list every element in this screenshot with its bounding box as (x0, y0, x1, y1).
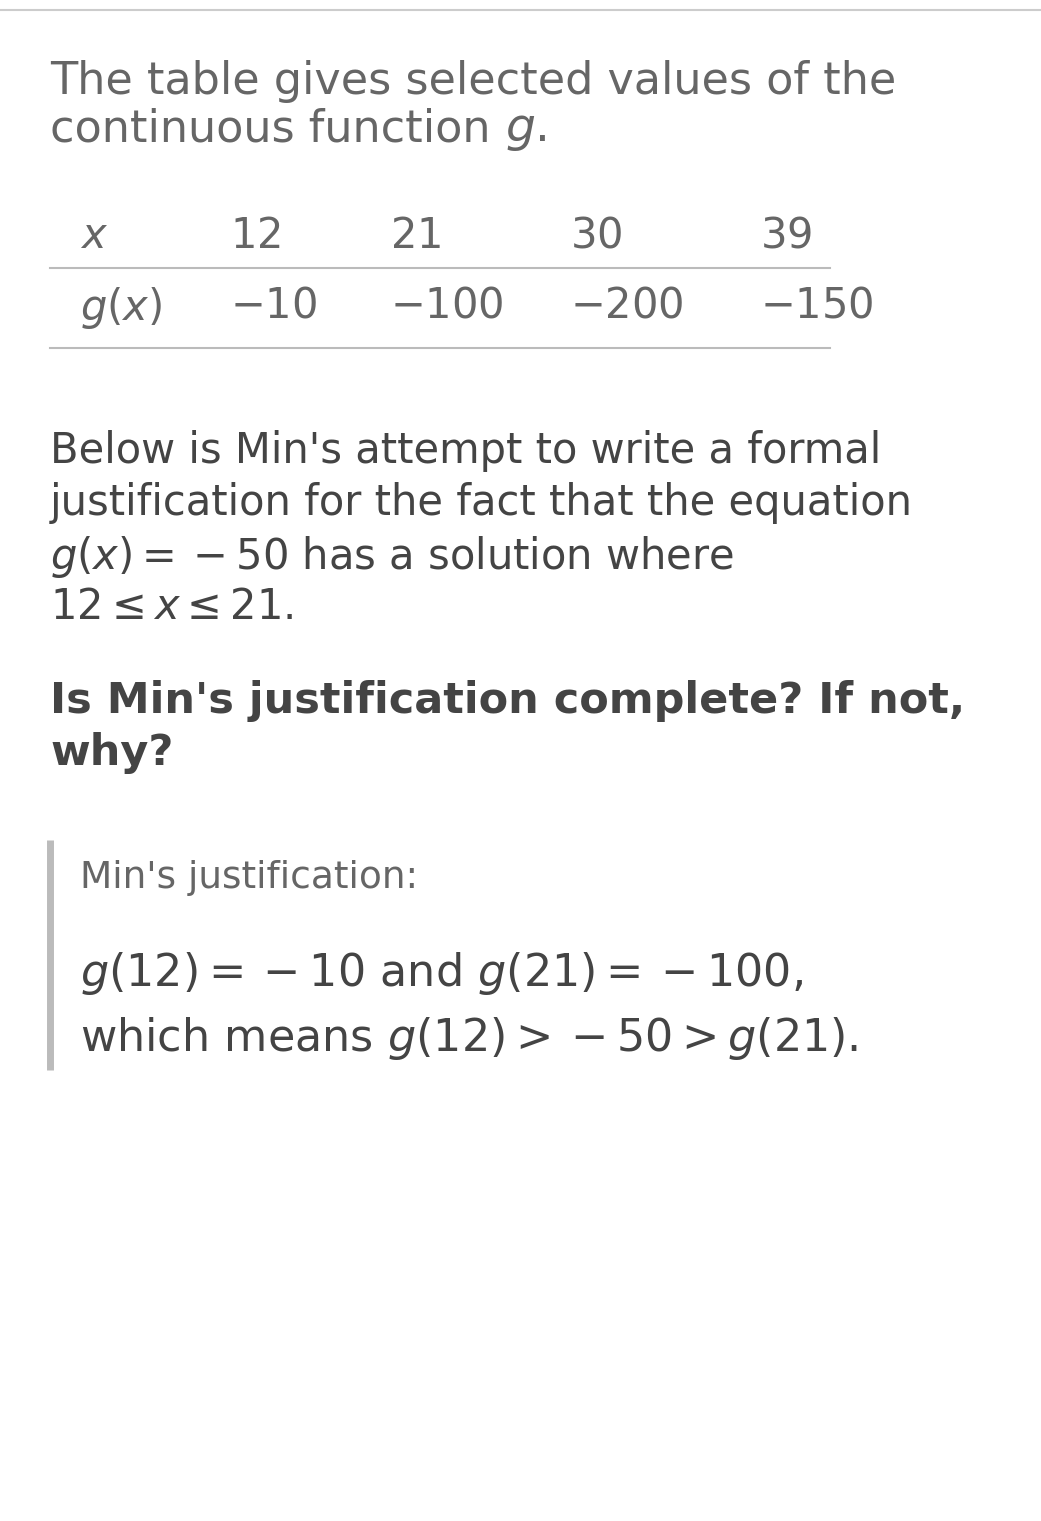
Text: which means $g(12) > -50 > g(21).$: which means $g(12) > -50 > g(21).$ (80, 1015, 859, 1062)
Text: Is Min's justification complete? If not,: Is Min's justification complete? If not, (50, 680, 965, 722)
Text: why?: why? (50, 732, 174, 774)
Text: $12$: $12$ (230, 214, 281, 257)
Text: The table gives selected values of the: The table gives selected values of the (50, 59, 896, 103)
Text: $30$: $30$ (570, 214, 623, 257)
Text: continuous function: continuous function (50, 108, 505, 151)
Text: $g(x) = -50$ has a solution where: $g(x) = -50$ has a solution where (50, 534, 734, 580)
Text: $39$: $39$ (760, 214, 812, 257)
Text: $g$.: $g$. (505, 108, 547, 154)
Text: justification for the fact that the equation: justification for the fact that the equa… (50, 482, 913, 525)
Text: $x$: $x$ (80, 214, 108, 257)
Text: $-10$: $-10$ (230, 284, 318, 327)
Text: $-100$: $-100$ (390, 284, 504, 327)
Text: $g(12) = -10$ and $g(21) = -100,$: $g(12) = -10$ and $g(21) = -100,$ (80, 951, 804, 996)
Text: $-200$: $-200$ (570, 284, 684, 327)
Text: Below is Min's attempt to write a formal: Below is Min's attempt to write a formal (50, 430, 882, 472)
Text: Min's justification:: Min's justification: (80, 859, 418, 896)
Text: $12 \leq x \leq 21.$: $12 \leq x \leq 21.$ (50, 586, 294, 628)
Text: $21$: $21$ (390, 214, 441, 257)
Text: $g(x)$: $g(x)$ (80, 284, 162, 332)
Text: $-150$: $-150$ (760, 284, 873, 327)
